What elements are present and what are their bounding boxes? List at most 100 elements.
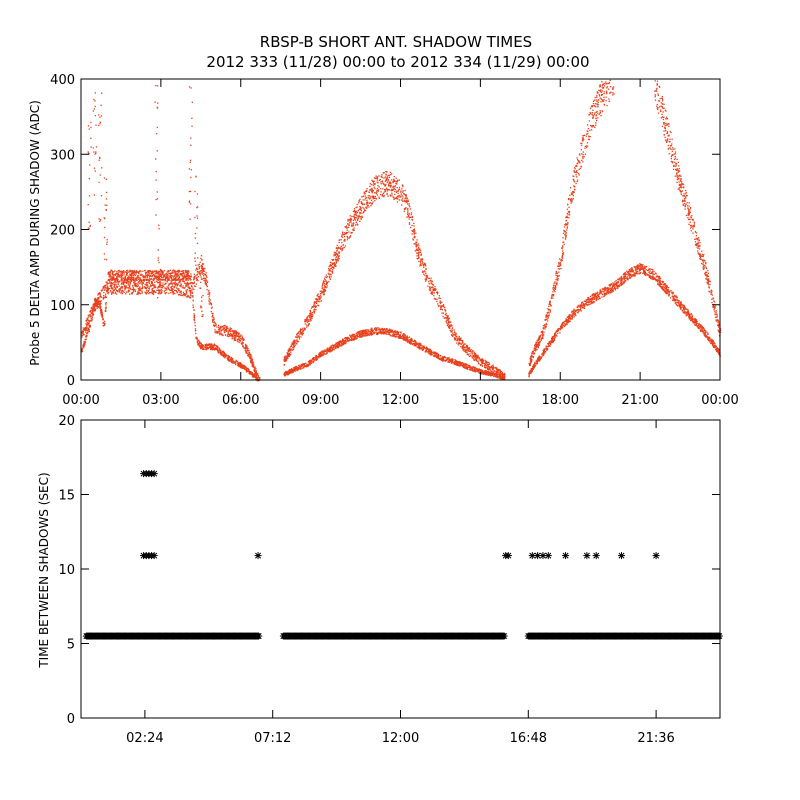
data-point: [421, 271, 424, 273]
data-point: [238, 335, 240, 338]
data-point: [348, 222, 351, 224]
data-point: [415, 241, 417, 243]
data-point: [126, 274, 128, 277]
data-point: [110, 293, 113, 295]
data-point: [153, 277, 155, 279]
data-point: [458, 364, 460, 367]
data-point: [430, 352, 432, 354]
data-point: [132, 274, 134, 276]
data-point: [318, 353, 320, 356]
data-point: [486, 365, 488, 367]
data-point: [362, 335, 364, 338]
data-point: [242, 365, 245, 367]
data-point: [237, 364, 240, 366]
data-point: [454, 359, 456, 361]
data-point: [209, 299, 211, 301]
data-point: [128, 290, 131, 292]
data-point: [150, 285, 152, 287]
data-point: [102, 318, 104, 321]
data-point: [107, 282, 109, 285]
data-point: [146, 284, 149, 286]
data-point: [413, 230, 415, 233]
data-point: [500, 371, 503, 373]
data-point: [383, 328, 385, 330]
data-point: [171, 291, 174, 293]
data-point: [252, 362, 254, 364]
data-point: [333, 344, 336, 346]
data-point: [367, 202, 369, 205]
data-point: [289, 370, 291, 372]
data-point: [248, 369, 250, 371]
data-point: [172, 279, 174, 281]
data-point: [245, 345, 247, 347]
data-point: [169, 273, 172, 275]
data-point: [497, 370, 499, 372]
data-point: [158, 273, 160, 276]
data-point: [228, 330, 231, 332]
data-point: [416, 342, 418, 344]
data-point: [310, 360, 313, 362]
data-point: [204, 346, 207, 349]
data-point: [255, 372, 257, 374]
data-point: [451, 332, 454, 334]
data-point: [301, 333, 303, 335]
data-point: [113, 271, 115, 273]
data-point: [343, 233, 345, 236]
data-point: [126, 270, 128, 272]
data-point: [151, 276, 153, 278]
data-point: [357, 336, 359, 338]
data-point: [205, 343, 208, 345]
data-point: [132, 284, 134, 287]
data-point: [199, 341, 201, 343]
data-point: [411, 218, 413, 221]
data-point: [435, 353, 437, 356]
data-point: [344, 233, 346, 236]
data-point: [408, 341, 411, 344]
data-point: [235, 330, 237, 332]
data-point: [283, 372, 286, 374]
data-point: [112, 289, 115, 291]
data-point: [375, 192, 378, 195]
data-point: [299, 333, 301, 335]
data-point: [459, 338, 462, 340]
data-point: [329, 348, 331, 350]
data-point: [212, 346, 214, 348]
data-point: [325, 274, 328, 276]
data-point: [418, 345, 421, 347]
data-point: [126, 271, 128, 274]
data-point: [360, 336, 363, 338]
data-point: [238, 341, 240, 344]
data-point: [309, 360, 311, 362]
data-point: [468, 355, 471, 358]
data-point: [230, 333, 232, 335]
data-point: [237, 363, 240, 365]
data-point: [286, 352, 288, 354]
data-point: [326, 349, 328, 351]
data-point: [145, 276, 147, 278]
data-point: [367, 334, 370, 336]
data-point: [319, 352, 321, 354]
data-point: [449, 324, 451, 326]
data-point: [114, 278, 116, 280]
data-point: [375, 330, 378, 332]
data-point: [479, 359, 482, 361]
data-point: [234, 332, 236, 335]
data-point: [473, 367, 475, 369]
data-point: [402, 336, 404, 338]
data-point: [179, 294, 182, 296]
data-point: [211, 306, 213, 308]
data-point: [336, 343, 338, 345]
data-point: [105, 296, 108, 298]
data-point: [300, 331, 302, 334]
data-point: [84, 327, 86, 329]
data-point: [484, 373, 486, 375]
data-point: [134, 289, 136, 291]
data-point: [206, 281, 209, 283]
data-point: [109, 276, 111, 278]
data-point: [496, 376, 499, 379]
data-point: [114, 284, 116, 287]
data-point: [173, 292, 175, 295]
data-point: [354, 214, 356, 216]
data-point: [237, 340, 239, 343]
data-point: [102, 317, 104, 320]
